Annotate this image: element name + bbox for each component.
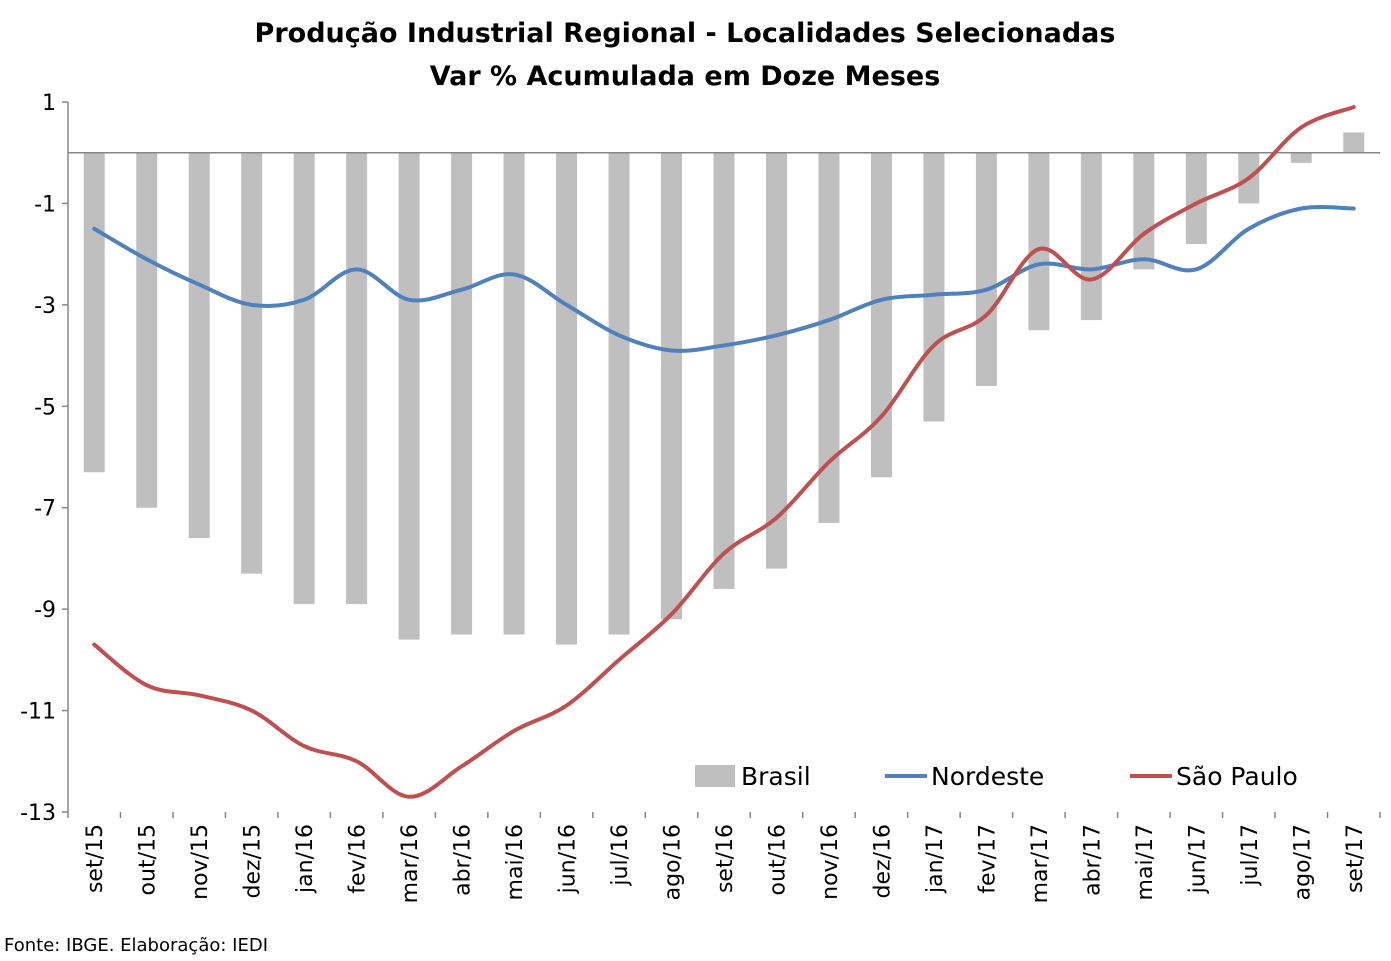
bar-brasil <box>1290 152 1312 163</box>
x-tick-label: jun/16 <box>556 824 581 894</box>
legend: Brasil Nordeste São Paulo <box>695 762 1298 791</box>
bar-brasil <box>293 152 315 605</box>
y-tick-label: -11 <box>20 700 56 725</box>
y-tick-label: -5 <box>34 395 56 420</box>
x-tick-label: fev/16 <box>346 824 371 894</box>
x-tick-label: abr/17 <box>1080 824 1105 896</box>
x-tick-label: mai/17 <box>1133 824 1158 900</box>
x-tick-label: nov/15 <box>188 824 213 900</box>
y-tick-label: -7 <box>34 497 56 522</box>
bar-brasil <box>83 152 105 473</box>
bar-brasil <box>608 152 630 635</box>
x-tick-label: set/15 <box>83 824 108 893</box>
y-tick-label: 1 <box>42 91 56 116</box>
bar-brasil <box>451 152 473 635</box>
line-nordeste <box>92 204 1356 353</box>
x-tick-label: mai/16 <box>503 824 528 900</box>
x-tick-label: dez/15 <box>241 824 266 898</box>
x-tick-label: mar/17 <box>1028 824 1053 903</box>
chart-subtitle: Var % Acumulada em Doze Meses <box>430 61 941 92</box>
y-tick-label: -1 <box>34 192 56 217</box>
x-tick-label: set/16 <box>713 824 738 893</box>
bar-brasil <box>1343 132 1365 153</box>
bar-brasil <box>556 152 578 645</box>
y-tick-label: -9 <box>34 598 56 623</box>
x-tick-label: ago/17 <box>1290 824 1315 900</box>
line-sao-paulo <box>92 105 1356 799</box>
bar-brasil <box>818 152 840 523</box>
x-tick-label: out/16 <box>765 824 790 895</box>
chart-title: Produção Industrial Regional - Localidad… <box>255 18 1116 49</box>
bar-brasil <box>1080 152 1102 321</box>
legend-swatch-brasil <box>695 765 735 787</box>
bar-brasil <box>661 152 683 620</box>
x-tick-label: mar/16 <box>398 824 423 903</box>
source-note: Fonte: IBGE. Elaboração: IEDI <box>4 935 268 956</box>
bar-brasil <box>765 152 787 569</box>
bar-brasil <box>136 152 158 508</box>
x-tick-label: jul/17 <box>1238 824 1263 887</box>
x-tick-label: jul/16 <box>608 824 633 887</box>
bar-brasil <box>1185 152 1207 244</box>
x-tick-label: abr/16 <box>451 824 476 896</box>
x-tick-label: ago/16 <box>661 824 686 900</box>
y-tick-label: -13 <box>20 801 56 826</box>
x-tick-label: fev/17 <box>975 824 1000 894</box>
bar-brasil <box>346 152 368 605</box>
x-tick-label: dez/16 <box>870 824 895 898</box>
legend-label-brasil: Brasil <box>741 762 811 791</box>
x-tick-label: out/15 <box>136 824 161 895</box>
bar-brasil <box>713 152 735 589</box>
x-tick-label: jun/17 <box>1185 824 1210 894</box>
bar-brasil <box>975 152 997 386</box>
x-tick-label: set/17 <box>1343 824 1368 893</box>
y-tick-label: -3 <box>34 294 56 319</box>
bar-brasil <box>1133 152 1155 270</box>
x-tick-label: nov/16 <box>818 824 843 900</box>
legend-label-nordeste: Nordeste <box>931 762 1044 791</box>
bar-brasil <box>503 152 525 635</box>
bar-brasil <box>241 152 263 574</box>
legend-label-sao-paulo: São Paulo <box>1176 762 1298 791</box>
bar-brasil <box>398 152 420 640</box>
bar-brasil <box>870 152 892 478</box>
x-tick-label: jan/17 <box>923 824 948 894</box>
x-tick-label: jan/16 <box>293 824 318 894</box>
bar-brasil <box>923 152 945 422</box>
plot-area: 1 -1 -3 -5 -7 -9 -11 -13 set/15 out/15 nov/15 dez/1… <box>20 91 1381 903</box>
bar-brasil <box>188 152 210 539</box>
bar-brasil <box>1028 152 1050 331</box>
